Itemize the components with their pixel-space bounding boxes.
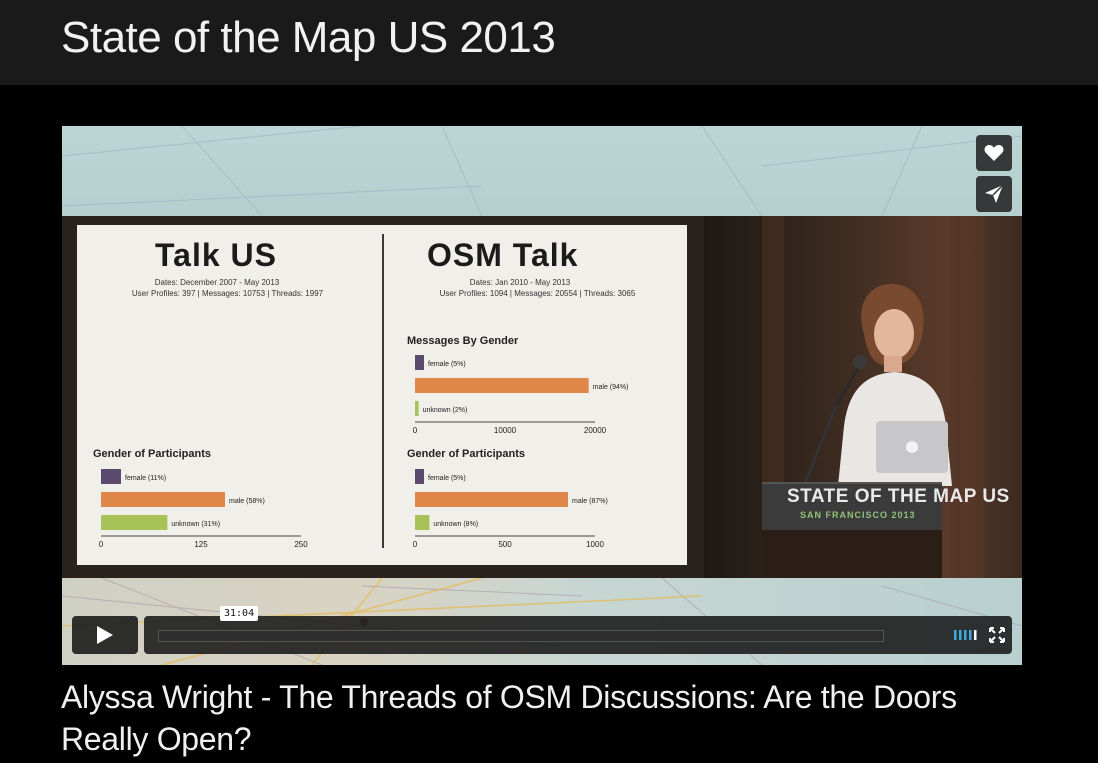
tick-label: 10000 [494, 426, 517, 435]
video-title[interactable]: Alyssa Wright - The Threads of OSM Discu… [61, 679, 957, 757]
chart-bar [415, 355, 424, 370]
site-header: State of the Map US 2013 [0, 0, 1098, 85]
tick-label: 20000 [584, 426, 607, 435]
control-bar: 31:04 [144, 606, 1012, 654]
tick-label: 0 [413, 426, 418, 435]
bar-label: male (58%) [229, 498, 265, 505]
podium-subtitle: SAN FRANCISCO 2013 [800, 510, 916, 520]
tick-label: 250 [294, 540, 308, 549]
current-time: 31:04 [220, 606, 259, 621]
bar-label: unknown (8%) [433, 521, 478, 528]
chart-bar [415, 378, 589, 393]
bar-label: unknown (31%) [171, 521, 220, 528]
chart-title: Gender of Participants [407, 448, 525, 460]
player-controls: 31:04 [72, 606, 1012, 654]
bar-label: male (94%) [593, 384, 629, 391]
video-player[interactable]: Talk US Dates: December 2007 - May 2013 … [62, 126, 1022, 665]
slide-right-dates: Dates: Jan 2010 - May 2013 [469, 278, 571, 287]
chart-bar [101, 492, 225, 507]
slide-divider [382, 234, 384, 548]
messages-by-gender-chart: female (5%) male (94%) unknown (2%) 0 10000 2… [413, 355, 629, 435]
chart-title: Gender of Participants [93, 448, 211, 460]
podium-logo: STATE OF THE MAP US [787, 486, 1010, 507]
volume-icon[interactable] [954, 628, 980, 642]
tick-label: 125 [194, 540, 208, 549]
send-icon [985, 184, 1004, 203]
chart-bar [415, 469, 424, 484]
speaker-figure [782, 283, 952, 537]
chart-bar [415, 401, 419, 416]
chart-title: Messages By Gender [407, 335, 519, 347]
bar-label: female (5%) [428, 361, 466, 368]
heart-icon [984, 145, 1004, 161]
play-icon [97, 626, 113, 644]
site-title[interactable]: State of the Map US 2013 [61, 13, 556, 62]
fullscreen-icon[interactable] [988, 626, 1006, 644]
chart-bar [101, 469, 121, 484]
slide-left-dates: Dates: December 2007 - May 2013 [154, 278, 280, 287]
tick-label: 1000 [586, 540, 604, 549]
slide-right-stats: User Profiles: 1094 | Messages: 20554 | … [439, 289, 636, 298]
chart-bar [415, 492, 568, 507]
slide-left-stats: User Profiles: 397 | Messages: 10753 | T… [131, 289, 324, 298]
podium-banner [762, 482, 942, 530]
chart-bar [101, 515, 168, 530]
curtain [962, 216, 984, 578]
chart-bar [415, 515, 430, 530]
slide-right-title: OSM Talk [427, 237, 579, 273]
play-button[interactable] [72, 616, 138, 654]
share-button[interactable] [976, 176, 1012, 212]
tick-label: 0 [413, 540, 418, 549]
bar-label: male (87%) [572, 498, 608, 505]
progress-track[interactable] [158, 630, 884, 642]
right-gender-chart: female (5%) male (87%) unknown (8%) 0 500 100… [413, 469, 608, 549]
like-button[interactable] [976, 135, 1012, 171]
slide-left-title: Talk US [155, 237, 277, 273]
bar-label: female (5%) [428, 475, 466, 482]
bar-label: unknown (2%) [423, 407, 468, 414]
left-gender-chart: female (11%) male (58%) unknown (31%) 0 125 2… [99, 469, 308, 549]
bar-label: female (11%) [125, 475, 166, 482]
tick-label: 0 [99, 540, 104, 549]
tick-label: 500 [498, 540, 512, 549]
